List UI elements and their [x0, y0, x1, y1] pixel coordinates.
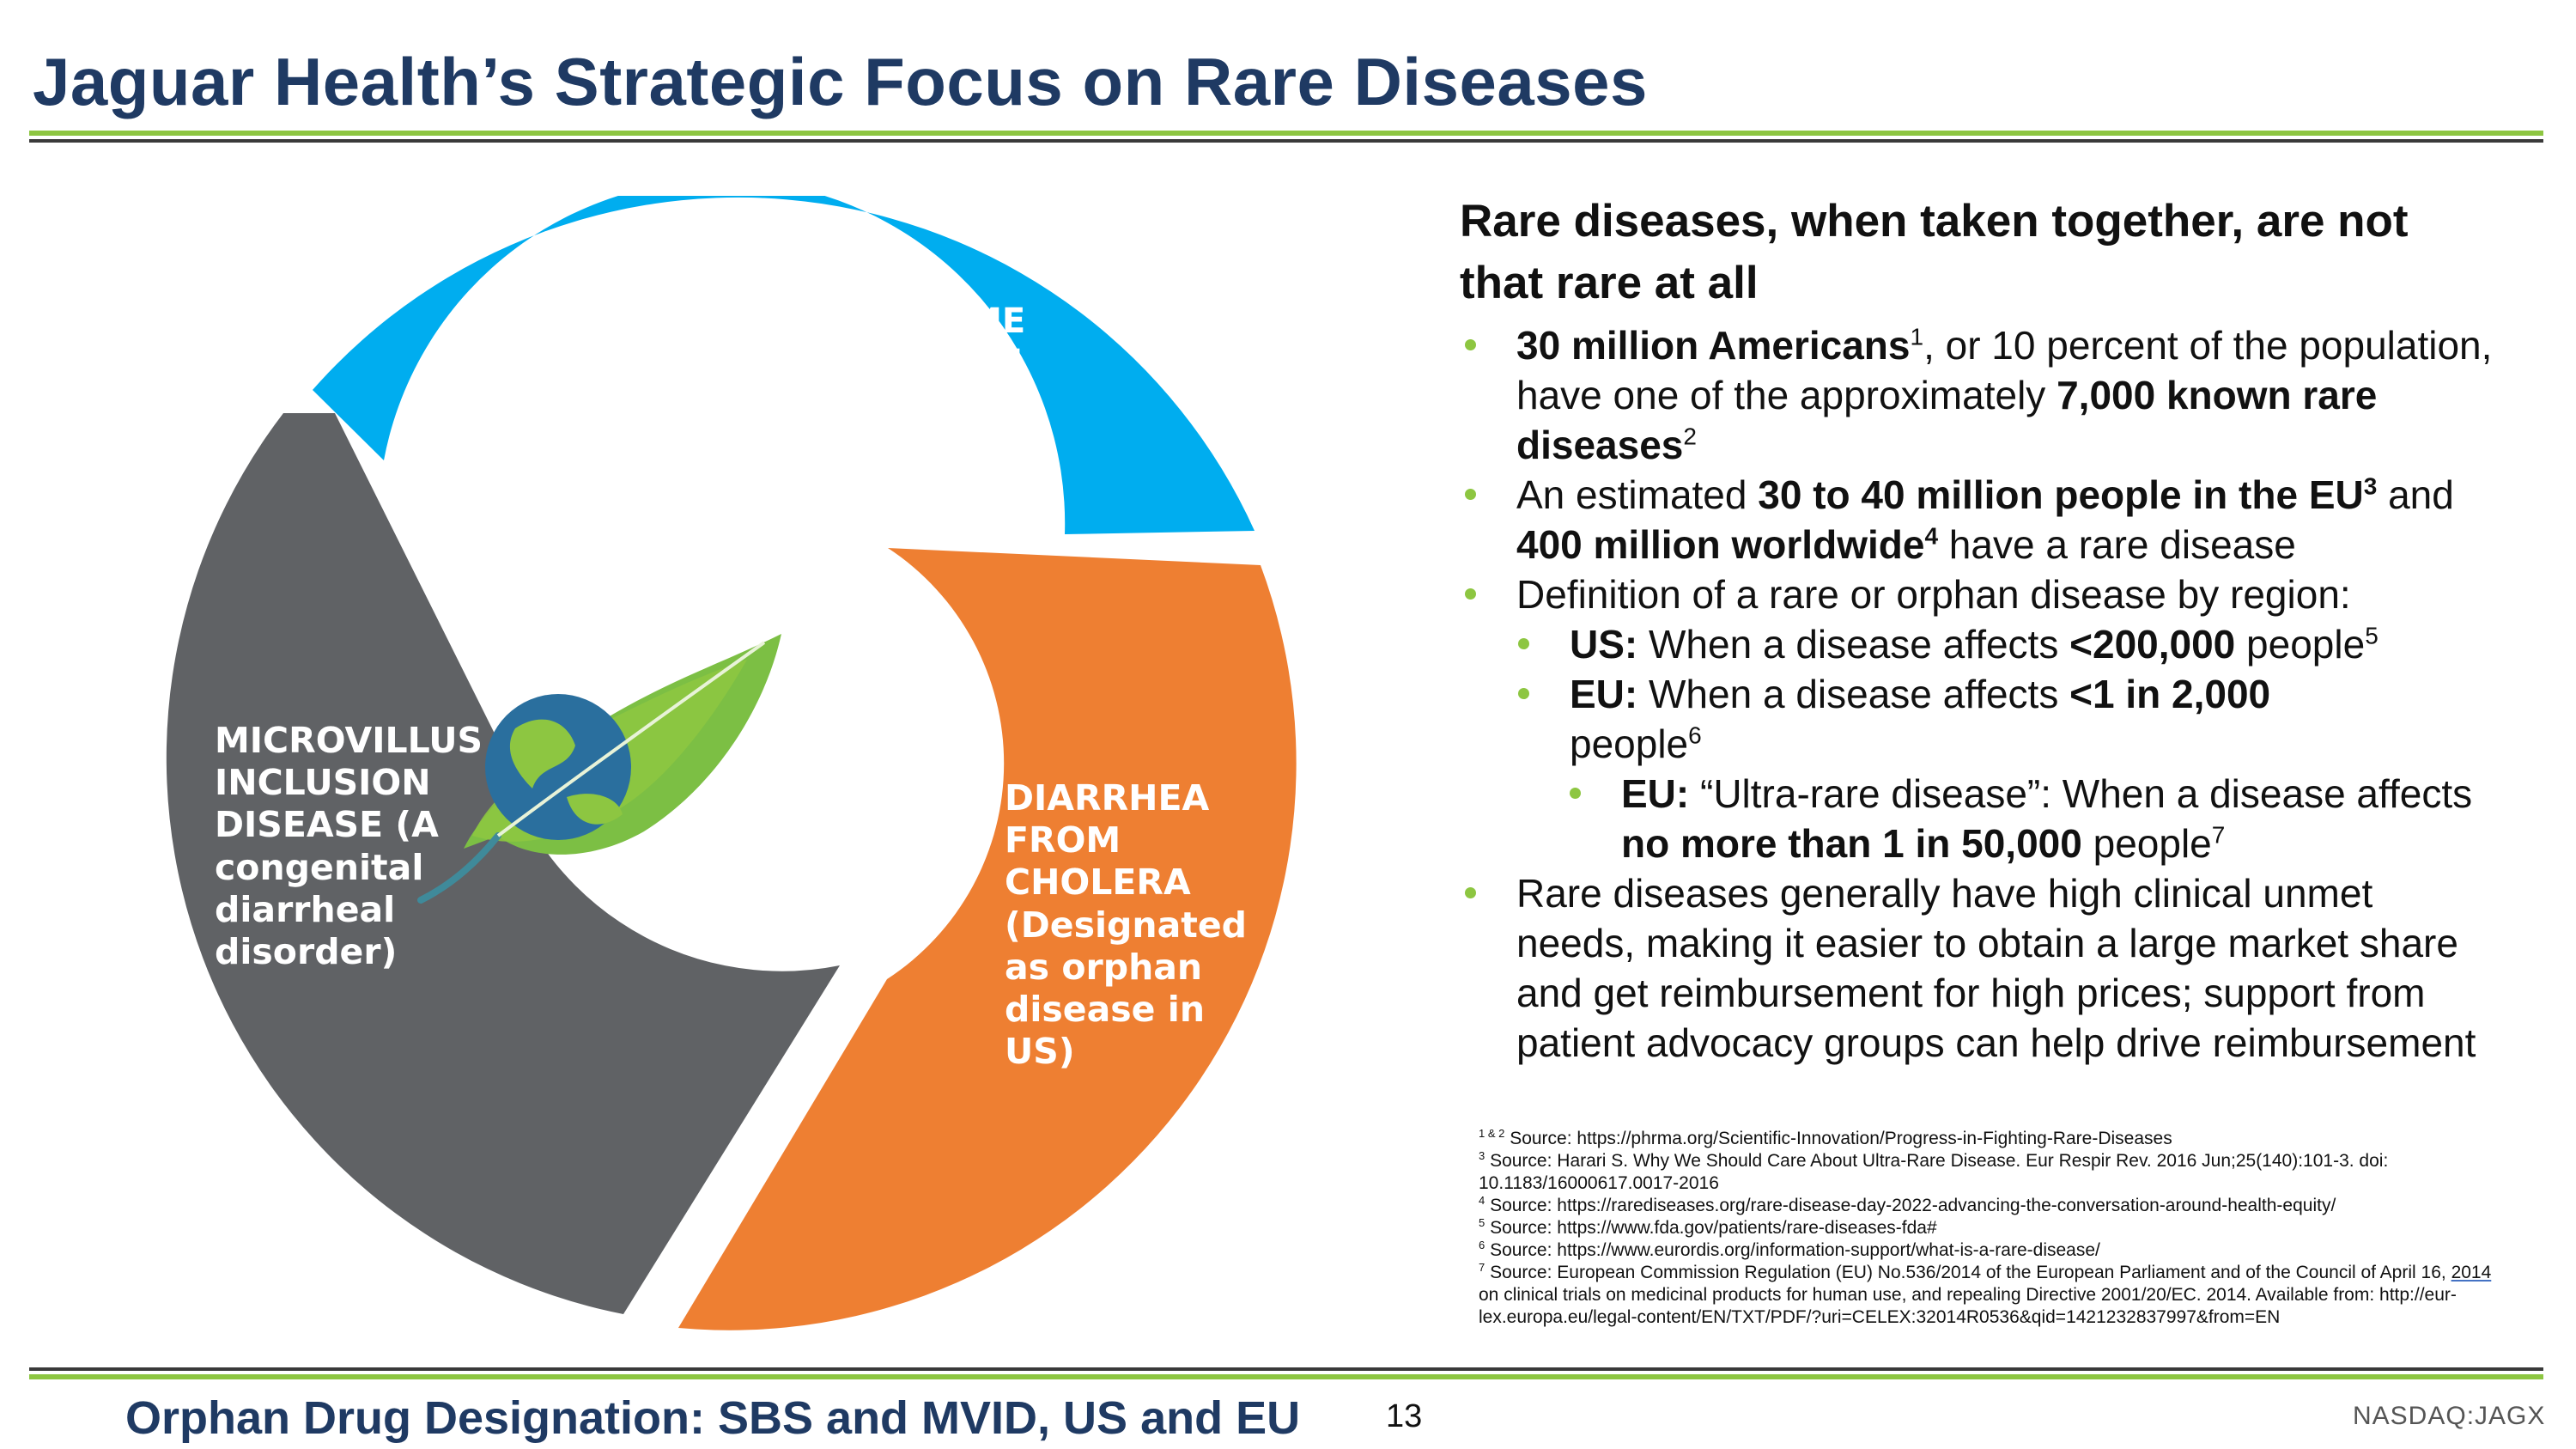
bullet-unmet-needs: Rare diseases generally have high clinic…	[1460, 868, 2499, 1068]
bullet-dot	[1518, 688, 1529, 700]
bullet-dot	[1518, 638, 1529, 650]
slide-title: Jaguar Health’s Strategic Focus on Rare …	[33, 44, 1648, 119]
rare-disease-facts: Rare diseases, when taken together, are …	[1460, 191, 2499, 1068]
bullet-definition-us: US: When a disease affects <200,000 peop…	[1460, 619, 2499, 669]
bullet-dot	[1465, 489, 1476, 501]
bullet-eu-worldwide: An estimated 30 to 40 million people in …	[1460, 470, 2499, 569]
title-underline-dark	[29, 139, 2543, 143]
bullet-definition: Definition of a rare or orphan disease b…	[1460, 569, 2499, 619]
segment-label-sbs: SHORT BOWEL SYNDROME WITH INTESTINAL FAI…	[512, 301, 1026, 382]
bullet-dot	[1465, 887, 1476, 899]
footnote-6: 6 Source: https://www.eurordis.org/infor…	[1479, 1239, 2100, 1260]
footnotes: 1 & 2 Source: https://phrma.org/Scientif…	[1479, 1128, 2492, 1329]
facts-headline: Rare diseases, when taken together, are …	[1460, 196, 2409, 308]
stock-ticker: NASDAQ:JAGX	[2353, 1402, 2546, 1430]
segment-short-bowel-syndrome	[313, 196, 1255, 534]
segment-label-mvid: MICROVILLUS INCLUSION DISEASE (A congeni…	[215, 720, 483, 972]
segment-label-cholera: DIARRHEA FROM CHOLERA (Designated as orp…	[1005, 777, 1247, 1073]
footer-rule-dark	[29, 1367, 2543, 1371]
bullet-definition-eu: EU: When a disease affects <1 in 2,000 p…	[1460, 669, 2499, 769]
footnote-1-2: 1 & 2 Source: https://phrma.org/Scientif…	[1479, 1127, 2172, 1148]
leaf-globe-icon	[417, 634, 781, 904]
footnote-7: 7 Source: European Commission Regulation…	[1479, 1261, 2492, 1327]
segment-microvillus-inclusion-disease	[166, 413, 840, 1314]
rare-disease-cycle-diagram	[166, 196, 1297, 1330]
bullet-americans: 30 million Americans1, or 10 percent of …	[1460, 320, 2499, 470]
bullet-definition-eu-ultra-rare: EU: “Ultra-rare disease”: When a disease…	[1460, 769, 2499, 868]
footnote-3: 3 Source: Harari S. Why We Should Care A…	[1479, 1149, 2389, 1193]
segment-diarrhea-from-cholera	[678, 548, 1297, 1330]
title-underline-green	[29, 131, 2543, 136]
footer-rule-green	[29, 1374, 2543, 1379]
bullet-dot	[1465, 588, 1476, 600]
footnote-5: 5 Source: https://www.fda.gov/patients/r…	[1479, 1216, 1937, 1238]
footer-title: Orphan Drug Designation: SBS and MVID, U…	[125, 1392, 1301, 1444]
footnote-4: 4 Source: https://rarediseases.org/rare-…	[1479, 1194, 2336, 1215]
bullet-dot	[1570, 788, 1581, 800]
facts-bullet-list: 30 million Americans1, or 10 percent of …	[1460, 320, 2499, 1068]
page-number: 13	[1386, 1398, 1423, 1434]
bullet-dot	[1465, 339, 1476, 351]
